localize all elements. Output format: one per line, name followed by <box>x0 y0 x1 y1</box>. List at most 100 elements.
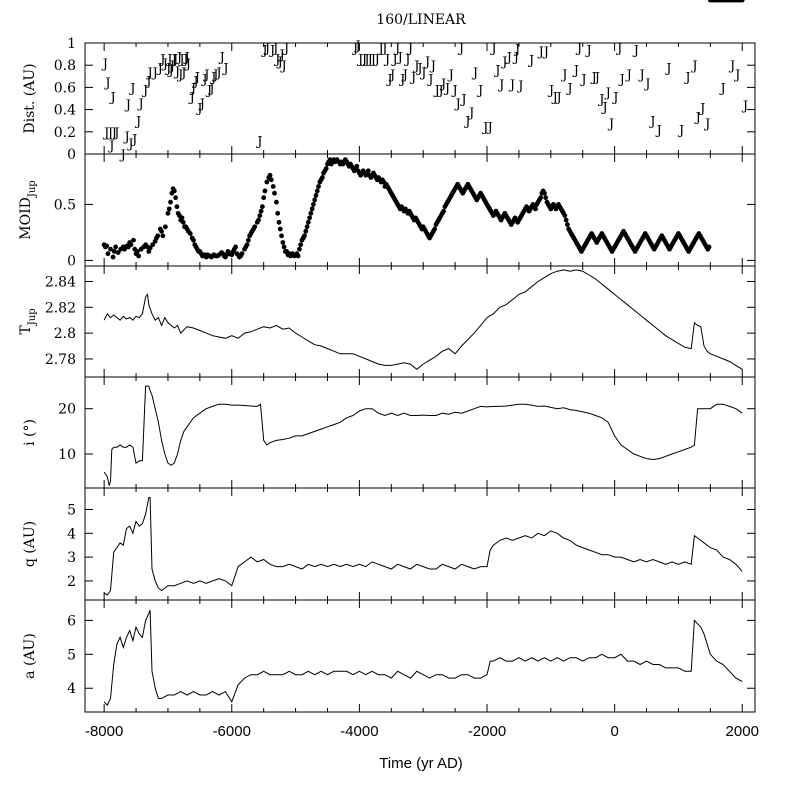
data-point <box>128 242 134 248</box>
data-point-J: J <box>396 50 403 65</box>
data-point <box>173 195 179 201</box>
data-point-J: J <box>218 50 225 65</box>
data-point <box>314 188 320 194</box>
data-point-J: J <box>177 53 184 68</box>
panel-frame <box>84 376 756 489</box>
data-point-J: J <box>145 66 152 81</box>
y-tick-label: 0 <box>67 253 76 269</box>
data-point <box>136 253 142 259</box>
data-point <box>268 177 274 183</box>
data-point <box>312 197 318 203</box>
data-point-J: J <box>209 70 216 85</box>
data-point-J: J <box>450 84 457 99</box>
data-point-J: J <box>156 61 163 76</box>
data-point-J: J <box>664 61 671 76</box>
data-point <box>113 244 119 250</box>
data-point <box>131 237 136 243</box>
data-point <box>303 228 309 234</box>
data-point-J: J <box>447 68 454 83</box>
y-tick-label: 0.4 <box>54 103 76 119</box>
data-point-J: J <box>151 66 158 81</box>
data-point-J: J <box>282 41 289 56</box>
data-point-J: J <box>202 68 209 83</box>
y-axis-label: TJup <box>18 308 38 334</box>
y-tick-label: 20 <box>58 402 76 418</box>
data-point <box>174 204 180 210</box>
data-point-J: J <box>126 137 133 152</box>
data-point-J: J <box>380 41 387 56</box>
data-point-J: J <box>101 57 108 72</box>
chart-title: 160/LINEAR <box>376 12 466 28</box>
data-point-J: J <box>584 44 591 59</box>
panel-frame <box>84 487 756 601</box>
y-tick-label: 5 <box>67 647 76 663</box>
data-point <box>543 195 549 201</box>
data-point <box>533 206 538 212</box>
data-point <box>180 219 186 225</box>
data-point <box>239 251 245 257</box>
data-point-J: J <box>193 70 200 85</box>
data-point-J: J <box>103 76 110 91</box>
y-tick-label: 0 <box>67 147 76 163</box>
data-point-J: J <box>170 53 177 68</box>
data-point-J: J <box>161 57 168 72</box>
data-point-J: J <box>600 100 607 115</box>
data-point-J: J <box>276 55 283 70</box>
data-point-J: J <box>184 57 191 72</box>
data-point-J: J <box>171 53 178 68</box>
panel-moid: 0 0.5 MOIDJup <box>18 0 756 269</box>
data-point-J: J <box>158 53 165 68</box>
data-point-J: J <box>443 81 450 96</box>
data-point <box>272 190 277 196</box>
panel-frame <box>84 599 756 713</box>
data-point <box>134 249 140 254</box>
y-tick-label: 0.2 <box>54 125 76 141</box>
data-point-J: J <box>353 39 360 54</box>
data-point-J: J <box>273 53 280 68</box>
data-point-J: J <box>128 81 135 96</box>
y-tick-label: 2 <box>67 574 76 590</box>
data-point <box>295 253 301 259</box>
y-axis-label: q (AU) <box>22 521 38 567</box>
data-point-J: J <box>108 90 115 105</box>
data-point <box>298 242 304 248</box>
data-point-J: J <box>278 48 285 63</box>
data-point-J: J <box>459 93 466 108</box>
data-point-J: J <box>271 41 278 56</box>
data-point-J: J <box>728 59 735 74</box>
data-point-J: J <box>403 53 410 68</box>
data-point-J: J <box>388 68 395 83</box>
data-point-J: J <box>373 53 380 68</box>
data-point-J: J <box>565 81 572 96</box>
data-point-J: J <box>123 130 130 145</box>
data-point-J: J <box>119 148 126 163</box>
data-point <box>262 188 268 194</box>
data-point-J: J <box>683 70 690 85</box>
x-axis-label: Time (yr AD) <box>379 755 463 772</box>
panel-a: 4 5 6 a (AU) <box>22 599 756 713</box>
panel-inc: 10 20 i (°) <box>22 376 756 489</box>
data-point-J: J <box>500 55 507 70</box>
data-point <box>354 163 360 169</box>
data-point-J: J <box>106 126 113 141</box>
data-point <box>432 226 438 232</box>
data-point <box>168 199 173 205</box>
data-point-J: J <box>436 84 443 99</box>
panel-frame <box>84 265 756 378</box>
data-point-J: J <box>542 45 549 60</box>
data-point-J: J <box>481 120 488 135</box>
data-point-J: J <box>383 53 390 68</box>
data-point-J: J <box>255 135 262 150</box>
data-point-J: J <box>512 50 519 65</box>
data-point-J: J <box>356 53 363 68</box>
data-point-J: J <box>107 139 114 154</box>
data-point-J: J <box>164 61 171 76</box>
data-point-J: J <box>385 73 392 88</box>
data-point <box>166 206 172 212</box>
data-point <box>105 251 111 257</box>
data-point <box>115 250 121 255</box>
data-point-J: J <box>260 44 267 59</box>
data-point-J: J <box>141 84 148 99</box>
data-point-J: J <box>615 41 622 56</box>
